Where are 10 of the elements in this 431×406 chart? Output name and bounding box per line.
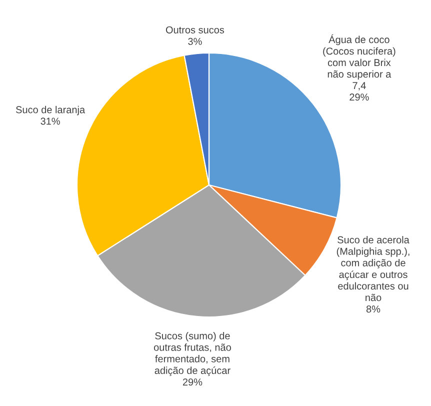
slice-label: Sucos (sumo) de outras frutas, não fermentado, sem adição de açúcar <box>154 332 231 376</box>
data-label: 31% <box>40 118 60 125</box>
data-label: 8% <box>366 306 380 313</box>
slice-label: Suco de acerola (Malpighia spp.), com adição de açúcar e outros edulcorantes ou não <box>336 236 410 302</box>
slice-label: Água de coco (Cocos nucifera) com valor Brix não superior a 7,4 <box>323 34 396 90</box>
slice-label: Suco de laranja <box>16 106 86 116</box>
data-label: 29% <box>182 378 202 386</box>
slice-label: Outros sucos <box>166 26 224 34</box>
data-label: 29% <box>350 94 369 101</box>
data-label: 3% <box>188 38 202 45</box>
